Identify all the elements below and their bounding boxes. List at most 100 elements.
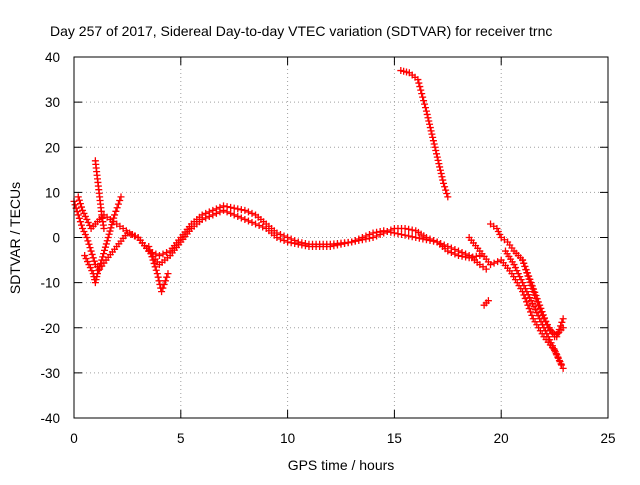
data-point [422, 107, 430, 115]
data-point [408, 226, 416, 234]
data-point [522, 266, 530, 274]
data-point [79, 224, 87, 232]
data-point [539, 311, 547, 319]
data-point [301, 240, 309, 248]
data-point [426, 124, 434, 132]
y-tick-label: 0 [52, 231, 60, 246]
data-point [117, 193, 125, 201]
data-point [248, 209, 256, 217]
data-point [145, 243, 153, 251]
data-point [517, 276, 525, 284]
data-point [546, 336, 554, 344]
y-tick-label: 30 [45, 95, 60, 110]
data-point [398, 230, 406, 238]
data-point [415, 234, 423, 242]
data-point [444, 193, 452, 201]
data-point [107, 224, 115, 232]
data-point [418, 90, 426, 98]
data-point [521, 294, 529, 302]
y-tick-label: -40 [40, 411, 60, 426]
data-point [401, 231, 409, 239]
x-tick-label: 15 [387, 431, 402, 446]
data-point [154, 273, 162, 281]
data-point [513, 267, 521, 275]
data-point [417, 86, 425, 94]
data-point [439, 176, 447, 184]
data-point [237, 214, 245, 222]
data-point [113, 204, 121, 212]
data-point [436, 163, 444, 171]
data-point [202, 209, 210, 217]
data-point [533, 298, 541, 306]
data-point [85, 240, 93, 248]
data-point [421, 100, 429, 108]
data-point [429, 133, 437, 141]
data-point [77, 203, 85, 211]
x-axis-label: GPS time / hours [288, 457, 395, 473]
data-point [287, 235, 295, 243]
data-point [440, 179, 448, 187]
data-point [551, 346, 559, 354]
data-point [493, 224, 501, 232]
data-point [373, 232, 381, 240]
data-point [405, 225, 413, 233]
data-point [416, 83, 424, 91]
data-point [220, 202, 228, 210]
data-point [490, 259, 498, 267]
data-point [430, 140, 438, 148]
data-point [96, 263, 104, 271]
data-point [148, 253, 156, 261]
data-point [527, 281, 535, 289]
data-point [212, 205, 220, 213]
data-point [528, 284, 536, 292]
data-point [520, 282, 528, 290]
data-point [101, 243, 109, 251]
data-point [558, 318, 566, 326]
x-tick-label: 0 [70, 431, 78, 446]
data-point [523, 288, 531, 296]
data-point [255, 221, 263, 229]
data-point [114, 200, 122, 208]
data-point [484, 297, 492, 305]
data-point [494, 227, 502, 235]
data-point [519, 256, 527, 264]
data-point [147, 249, 155, 257]
data-point [550, 345, 558, 353]
series-track-d [91, 157, 108, 232]
data-point [523, 269, 531, 277]
data-point [431, 143, 439, 151]
data-point [83, 234, 91, 241]
data-point [108, 221, 116, 229]
data-point [103, 237, 111, 245]
data-point [149, 256, 157, 264]
data-point [161, 277, 169, 285]
data-point [423, 110, 431, 118]
data-point [401, 224, 409, 232]
data-point [426, 120, 434, 128]
data-point [387, 226, 395, 234]
data-point [516, 273, 524, 281]
data-point [244, 217, 252, 225]
data-point [405, 232, 413, 240]
data-point [198, 211, 206, 219]
series-track-j [519, 256, 567, 341]
data-point [451, 246, 459, 254]
data-point [163, 249, 171, 257]
data-point [419, 235, 427, 243]
data-point [84, 258, 92, 266]
data-point [441, 183, 449, 191]
data-point [430, 237, 438, 245]
data-point [551, 348, 559, 356]
data-point [351, 237, 359, 245]
data-point [112, 207, 120, 215]
data-point [241, 206, 249, 214]
data-point [73, 208, 81, 216]
data-point [420, 97, 428, 105]
data-point [93, 270, 101, 278]
data-point [425, 117, 433, 125]
data-point [158, 288, 166, 296]
data-point [105, 230, 113, 238]
data-point [259, 223, 267, 231]
data-point [559, 324, 567, 332]
data-point [284, 234, 292, 241]
